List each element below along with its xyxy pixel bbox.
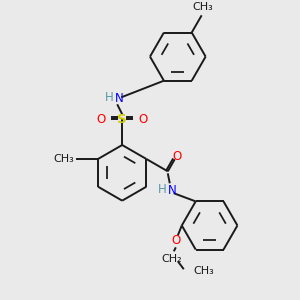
Text: CH₃: CH₃ — [194, 266, 214, 276]
Text: O: O — [97, 113, 106, 126]
Text: O: O — [138, 113, 148, 126]
Text: CH₂: CH₂ — [161, 254, 182, 264]
Text: N: N — [167, 184, 176, 197]
Text: H: H — [105, 91, 114, 104]
Text: O: O — [172, 150, 181, 163]
Text: CH₃: CH₃ — [192, 2, 213, 12]
Text: S: S — [117, 113, 127, 126]
Text: CH₃: CH₃ — [53, 154, 74, 164]
Text: O: O — [171, 234, 181, 247]
Text: N: N — [115, 92, 124, 105]
Text: H: H — [158, 183, 166, 196]
